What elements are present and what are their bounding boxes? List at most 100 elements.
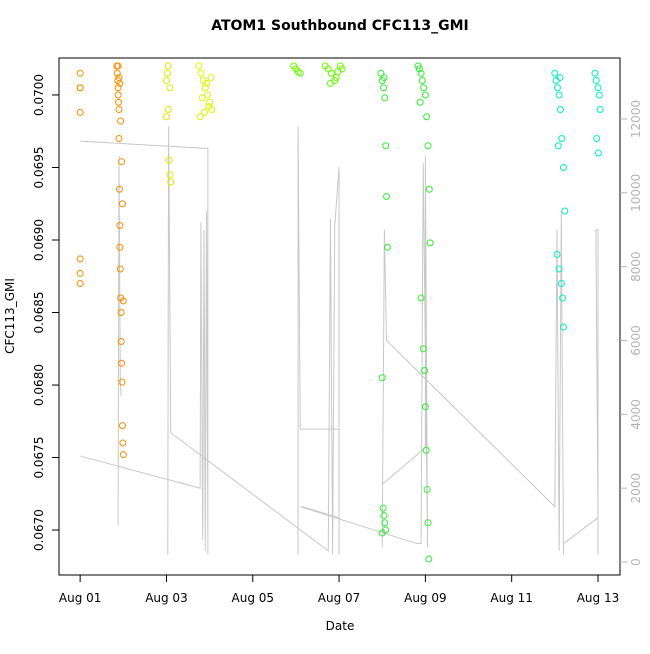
point xyxy=(555,91,563,99)
point xyxy=(380,84,388,92)
point xyxy=(338,65,346,73)
y2-tick-label: 2000 xyxy=(629,473,643,504)
y-tick-label: 0.0690 xyxy=(32,219,46,261)
x-tick-label: Aug 01 xyxy=(59,591,102,605)
point xyxy=(164,105,172,113)
point xyxy=(115,98,123,106)
altitude-line xyxy=(563,229,599,555)
y2-tick-label: 12000 xyxy=(629,100,643,138)
altitude-line xyxy=(302,506,340,519)
y-tick-label: 0.0680 xyxy=(32,364,46,406)
point xyxy=(424,519,432,527)
chart-title: ATOM1 Southbound CFC113_GMI xyxy=(211,18,469,34)
point xyxy=(76,69,84,77)
x-tick-label: Aug 03 xyxy=(145,591,188,605)
point xyxy=(118,422,126,430)
point xyxy=(76,269,84,277)
point xyxy=(555,265,563,273)
point xyxy=(426,239,434,247)
point xyxy=(594,149,602,157)
point xyxy=(381,94,389,102)
point xyxy=(76,108,84,116)
point xyxy=(557,280,565,288)
y-tick-label: 0.0700 xyxy=(32,74,46,116)
point xyxy=(201,84,209,92)
x-tick-label: Aug 13 xyxy=(577,591,620,605)
point xyxy=(164,62,172,70)
point xyxy=(115,134,123,142)
point xyxy=(551,69,559,77)
point xyxy=(419,345,427,353)
point xyxy=(163,69,171,77)
point xyxy=(113,69,121,77)
point xyxy=(296,69,304,77)
point xyxy=(197,69,205,77)
point xyxy=(116,265,124,273)
point xyxy=(553,251,561,259)
point xyxy=(115,105,123,113)
point xyxy=(383,192,391,200)
point xyxy=(594,84,602,92)
point xyxy=(382,142,390,150)
point xyxy=(556,74,564,82)
point xyxy=(378,529,386,537)
point xyxy=(162,76,170,84)
x-tick-label: Aug 11 xyxy=(490,591,533,605)
point xyxy=(553,84,561,92)
altitude-line xyxy=(80,140,209,555)
point xyxy=(114,84,122,92)
point xyxy=(422,446,430,454)
point xyxy=(115,185,123,193)
point xyxy=(381,519,389,527)
x-tick-label: Aug 07 xyxy=(318,591,361,605)
point xyxy=(165,156,173,164)
y-axis-label: CFC113_GMI xyxy=(3,278,17,354)
y-tick-label: 0.0675 xyxy=(32,437,46,479)
point xyxy=(379,504,387,512)
point xyxy=(559,163,567,171)
point xyxy=(593,134,601,142)
point xyxy=(378,374,386,382)
point xyxy=(559,323,567,331)
point xyxy=(118,378,126,386)
point xyxy=(423,485,431,493)
point xyxy=(417,294,425,302)
point xyxy=(559,294,567,302)
y-tick-label: 0.0685 xyxy=(32,292,46,334)
y-tick-label: 0.0670 xyxy=(32,509,46,551)
point xyxy=(207,74,215,82)
point xyxy=(591,69,599,77)
point xyxy=(415,65,423,73)
altitude-line xyxy=(300,155,429,548)
point xyxy=(118,359,126,367)
point xyxy=(117,309,125,317)
point xyxy=(116,221,124,229)
point xyxy=(420,84,428,92)
point xyxy=(334,68,342,76)
point xyxy=(421,367,429,375)
point xyxy=(380,512,388,520)
altitude-line xyxy=(297,126,340,555)
y2-tick-label: 4000 xyxy=(629,399,643,430)
point xyxy=(166,84,174,92)
point xyxy=(117,338,125,346)
point xyxy=(116,79,124,87)
point xyxy=(558,134,566,142)
point xyxy=(418,76,426,84)
point xyxy=(76,280,84,288)
point xyxy=(119,439,127,447)
point xyxy=(114,62,122,70)
x-axis-label: Date xyxy=(326,619,355,633)
point xyxy=(425,185,433,193)
point xyxy=(595,91,603,99)
y2-tick-label: 8000 xyxy=(629,251,643,282)
y-tick-label: 0.0695 xyxy=(32,146,46,188)
point xyxy=(117,117,125,125)
point xyxy=(76,255,84,263)
point xyxy=(561,207,569,215)
point xyxy=(119,451,127,459)
point xyxy=(203,91,211,99)
point xyxy=(76,84,84,92)
point xyxy=(554,142,562,150)
point xyxy=(114,91,122,99)
